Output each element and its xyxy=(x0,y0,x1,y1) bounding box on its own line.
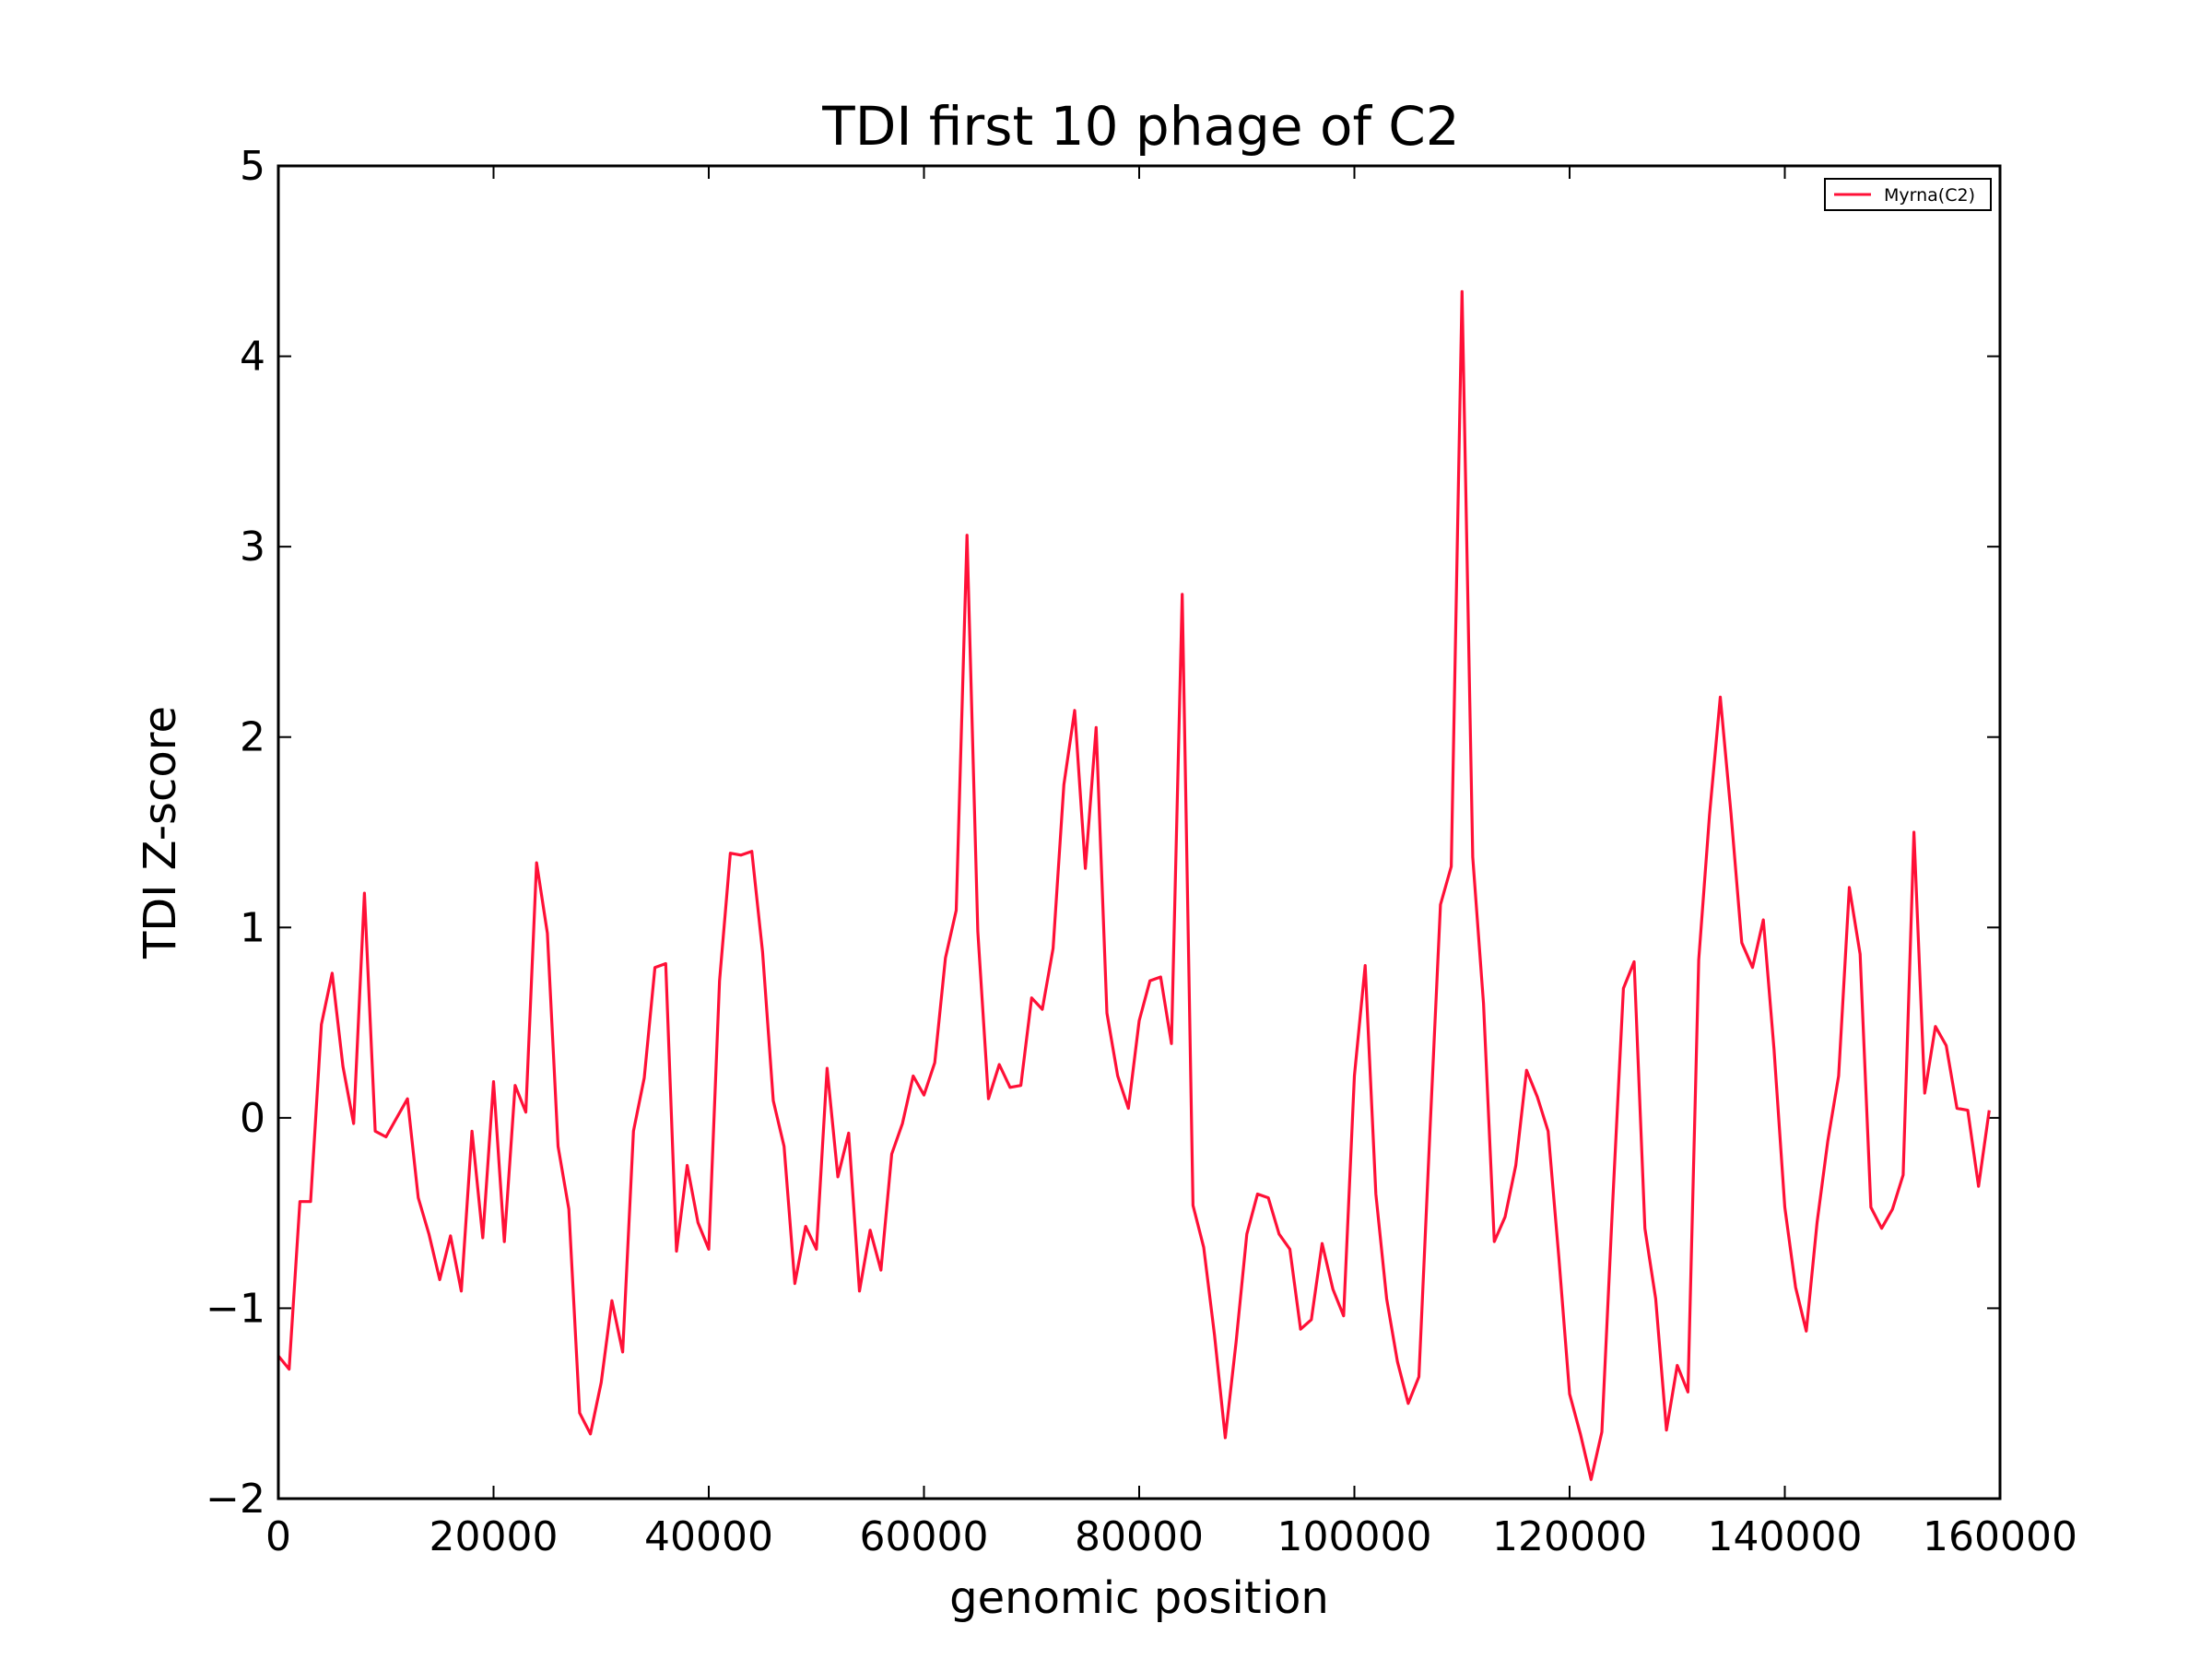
axis-tick-labels: 0 20000 40000 60000 80000 100000 120000 140000 1… xyxy=(206,143,2077,1560)
x-tick-label: 120000 xyxy=(1492,1513,1647,1560)
x-tick-label: 140000 xyxy=(1708,1513,1863,1560)
y-tick-label: −1 xyxy=(206,1285,265,1332)
plot-frame xyxy=(276,164,2002,1500)
x-tick-label: 80000 xyxy=(1075,1513,1204,1560)
x-tick-label: 0 xyxy=(265,1513,291,1560)
y-tick-label: 1 xyxy=(240,904,265,951)
legend-label-myrna-c2: Myrna(C2) xyxy=(1884,185,1975,206)
x-tick-label: 100000 xyxy=(1277,1513,1432,1560)
y-tick-label: −2 xyxy=(206,1476,265,1523)
x-tick-label: 160000 xyxy=(1923,1513,2077,1560)
series-line-myrna-c2 xyxy=(276,289,1991,1481)
axis-ticks xyxy=(277,165,2001,1500)
x-tick-label: 60000 xyxy=(860,1513,989,1560)
y-axis-title: TDI Z-score xyxy=(135,706,186,959)
x-tick-label: 40000 xyxy=(644,1513,773,1560)
x-tick-label: 20000 xyxy=(429,1513,559,1560)
y-tick-label: 0 xyxy=(240,1095,265,1142)
y-tick-label: 4 xyxy=(240,334,265,381)
y-tick-label: 2 xyxy=(240,714,265,761)
plot-series xyxy=(276,289,1991,1481)
legend: Myrna(C2) xyxy=(1824,178,1992,211)
x-axis-title: genomic position xyxy=(949,1572,1329,1624)
y-tick-label: 5 xyxy=(240,143,265,190)
chart-title: TDI first 10 phage of C2 xyxy=(821,95,1459,158)
y-tick-label: 3 xyxy=(240,524,265,571)
